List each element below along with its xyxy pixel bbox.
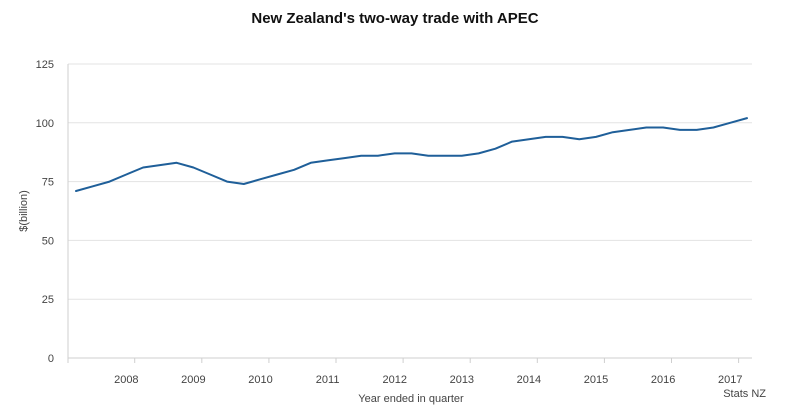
y-axis-label: $(billion) [18, 190, 30, 232]
source-note: Stats NZ [723, 388, 766, 400]
x-tick-label: 2009 [181, 374, 205, 386]
x-tick-label: 2014 [517, 374, 541, 386]
x-tick-label: 2012 [382, 374, 406, 386]
y-tick-label: 50 [42, 235, 54, 247]
x-tick-label: 2013 [450, 374, 474, 386]
x-tick-label: 2011 [316, 374, 340, 386]
series-line [75, 117, 748, 192]
x-tick-label: 2017 [718, 374, 742, 386]
y-tick-label: 125 [36, 59, 54, 71]
x-axis: 2008 2009 2010 2011 2012 2013 2014 2015 2016 2017 [67, 64, 752, 386]
y-tick-label: 100 [36, 118, 54, 130]
gridlines [68, 63, 752, 300]
x-axis-label: Year ended in quarter [358, 393, 464, 405]
x-tick-label: 2015 [584, 374, 608, 386]
chart-title: New Zealand's two-way trade with APEC [251, 10, 539, 27]
x-tick-label: 2008 [114, 374, 138, 386]
y-axis-ticks: 0 25 50 75 100 125 [36, 59, 54, 365]
series-group [75, 117, 748, 192]
y-tick-label: 75 [42, 177, 54, 189]
x-tick-label: 2016 [651, 374, 675, 386]
y-tick-label: 25 [42, 294, 54, 306]
x-tick-label: 2010 [248, 374, 272, 386]
y-tick-label: 0 [48, 353, 54, 365]
